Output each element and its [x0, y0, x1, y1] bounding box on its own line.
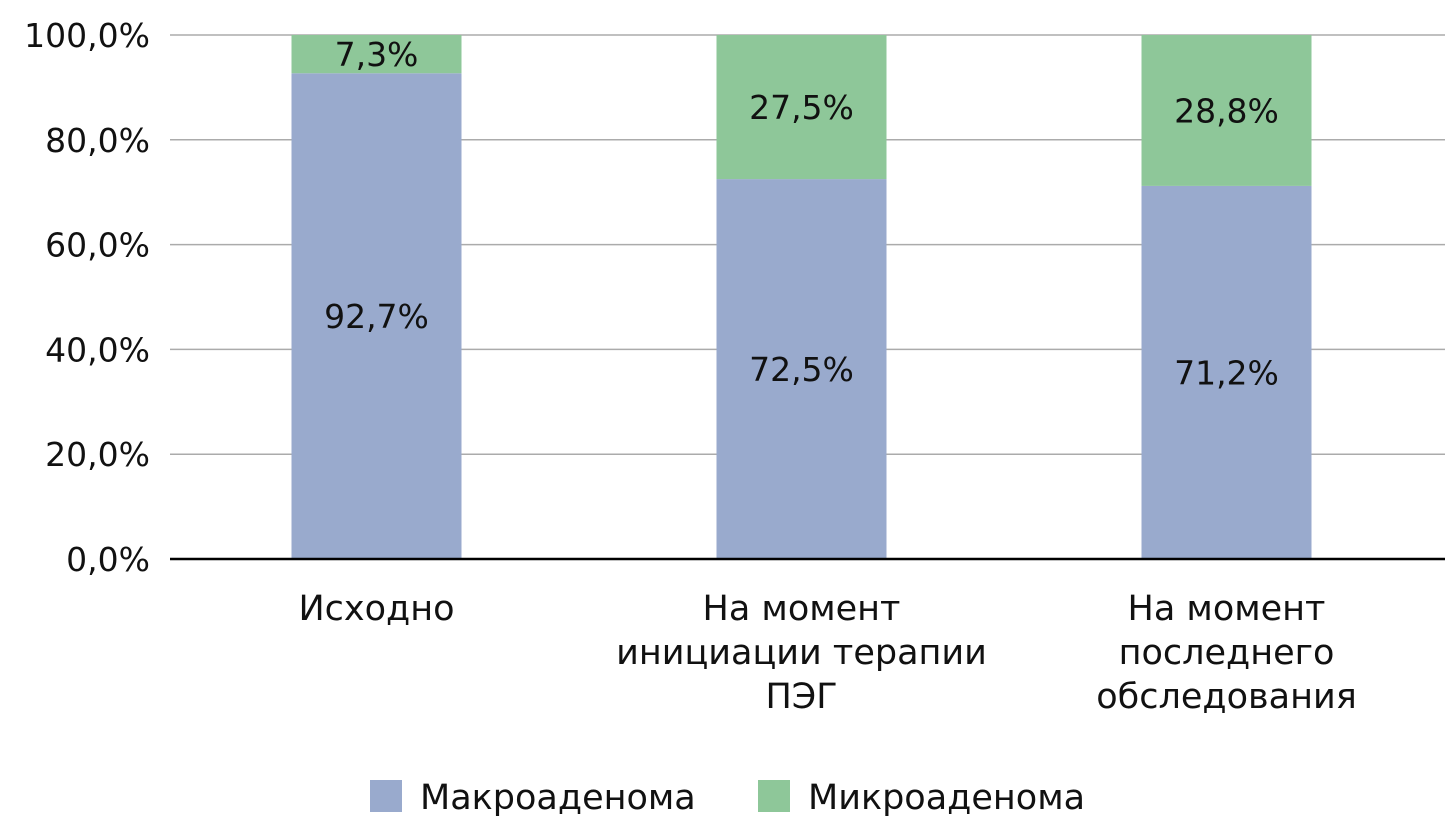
bar-segment-Макроаденома — [1141, 185, 1312, 560]
y-tick-label: 20,0% — [45, 435, 150, 474]
data-label: 28,8% — [1174, 91, 1279, 130]
x-tick-label: последнего — [1119, 633, 1335, 673]
y-tick-label: 40,0% — [45, 330, 150, 369]
x-tick-label: Исходно — [298, 589, 454, 629]
bar-segment-Микроаденома — [716, 35, 887, 180]
bar-segment-Макроаденома — [716, 179, 887, 559]
x-tick-label: обследования — [1096, 677, 1357, 717]
y-tick-label: 60,0% — [45, 226, 150, 265]
data-label: 72,5% — [749, 350, 854, 389]
data-label: 7,3% — [335, 35, 419, 74]
legend-swatch — [370, 780, 402, 812]
bar-segment-Макроаденома — [291, 73, 462, 559]
data-label: 92,7% — [324, 297, 429, 336]
bar-segment-Микроаденома — [291, 35, 462, 74]
legend-label: Макроаденома — [420, 778, 696, 818]
bar-segment-Микроаденома — [1141, 35, 1312, 186]
x-tick-label: инициации терапии — [616, 633, 987, 673]
legend-swatch — [758, 780, 790, 812]
x-tick-label: На момент — [703, 589, 901, 629]
x-tick-label: ПЭГ — [765, 677, 837, 717]
x-tick-label: На момент — [1128, 589, 1326, 629]
y-tick-label: 80,0% — [45, 121, 150, 160]
data-label: 71,2% — [1174, 353, 1279, 392]
data-label: 27,5% — [749, 88, 854, 127]
y-tick-label: 0,0% — [66, 540, 150, 579]
y-tick-label: 100,0% — [24, 16, 150, 55]
legend-label: Микроаденома — [808, 778, 1085, 818]
